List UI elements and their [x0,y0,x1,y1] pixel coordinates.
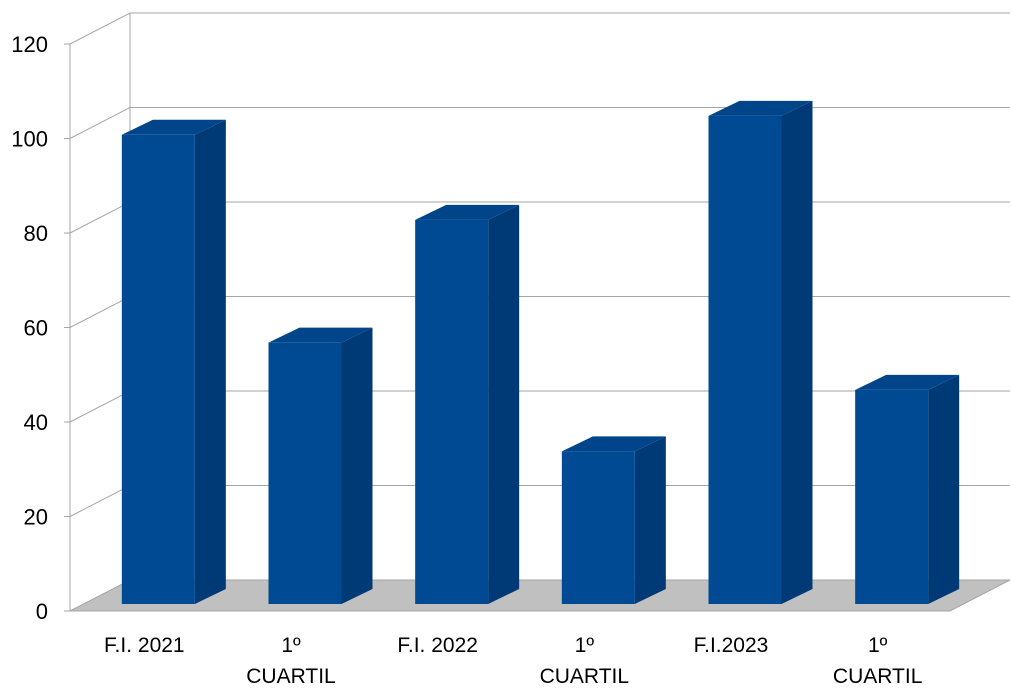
y-tick-label: 20 [24,505,48,530]
bar-top-face [855,374,960,390]
bar-top-face [121,119,226,135]
bar-side-face [194,119,226,605]
bar [855,374,960,604]
x-category-label: 1º [281,634,301,657]
x-category-label: F.I. 2021 [104,634,185,657]
bar-side-face [781,100,813,604]
x-category-label: F.I.2023 [694,634,769,657]
gridline-side [69,12,131,45]
gridline-side [69,390,131,423]
bar [415,204,520,604]
gridline-side [69,296,131,328]
x-axis-category-labels: F.I. 2021 1º CUARTIL F.I. 2022 1º CUARTIL F.I.… [104,634,922,688]
y-axis-tick-labels: 0 20 40 60 80 100 120 [11,32,48,624]
bar-front-face [561,451,635,604]
x-category-label: 1º [868,634,888,657]
bar-side-face [928,374,960,604]
gridline-side [69,485,131,517]
bar-front-face [708,115,782,604]
bar [268,327,373,604]
bar-front-face [415,219,489,604]
y-tick-label: 100 [11,127,48,152]
x-category-label: CUARTIL [833,665,922,688]
y-tick-label: 40 [24,410,48,435]
y-tick-label: 120 [11,32,48,57]
bar-side-face [634,436,666,604]
x-category-label: CUARTIL [540,665,629,688]
bar [561,436,666,604]
bar-front-face [121,134,195,604]
x-category-label: F.I. 2022 [397,634,478,657]
bar [708,100,813,604]
bar [121,119,226,605]
gridline-side [69,201,131,234]
bar-top-face [415,204,520,220]
bar-front-face [855,389,929,604]
x-category-label: 1º [575,634,595,657]
x-category-label: CUARTIL [246,665,335,688]
bar-front-face [268,342,342,604]
bar-side-face [488,204,520,604]
bar-top-face [708,100,813,116]
bar-top-face [268,327,373,343]
bar-side-face [341,327,373,604]
y-tick-label: 0 [36,599,48,624]
bars [121,100,960,605]
y-tick-label: 60 [24,316,48,341]
bar-top-face [561,436,666,452]
y-tick-label: 80 [24,221,48,246]
gridline-side [69,107,131,139]
